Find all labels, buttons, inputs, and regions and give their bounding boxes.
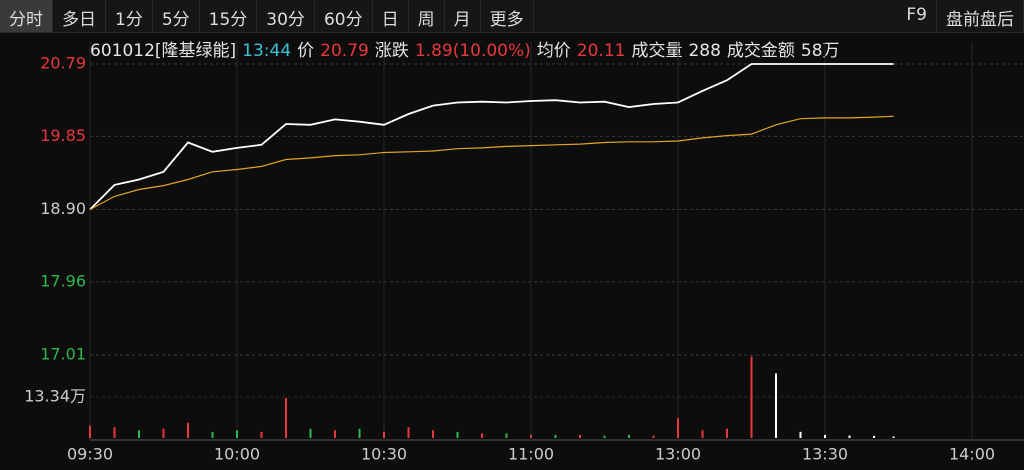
y-tick-label: 17.01 [40,345,86,364]
avg: 20.11 [576,41,626,61]
volume-bar [358,428,361,438]
y-tick-label: 19.85 [40,126,86,145]
label: 涨跌 [374,41,409,61]
volume-bar [285,398,287,438]
volume-bar [260,431,263,438]
quote-line: 601012[隆基绿能] 13:44 价 20.79 涨跌 1.89(10.00%) 均价 2… [90,36,846,61]
x-tick-label: 13:00 [655,445,701,464]
label: 均价 [536,41,571,61]
volume-bar [481,433,483,438]
volume-bar [892,436,895,438]
volume-bar [726,428,728,438]
volume-bar [432,430,434,438]
price-line [89,63,894,211]
tab[interactable]: 1分 [106,0,153,32]
volume-bar [211,431,214,438]
volume-bar [652,435,655,438]
tab[interactable]: 盘前盘后 [937,0,1024,32]
tab[interactable]: 周 [409,0,445,32]
toolbar: 分时 多日 1分 5分 15分 30分 60分日周月更多 F9 盘前盘后 [0,0,1024,33]
volume-bar [236,430,238,438]
volume-bar [89,425,91,438]
x-tick-label: 11:00 [508,445,554,464]
label: 价 [297,41,315,61]
volume-bar [628,434,630,438]
code: 601012[隆基绿能] [90,41,237,61]
volume-bar [456,431,459,438]
volume-bar [407,427,410,438]
volume-bar [554,434,557,438]
volume-bar [848,435,851,438]
spacer [534,0,898,32]
tab[interactable]: 多日 [53,0,106,32]
label: 成交量 [631,41,683,61]
x-tick-label: 10:30 [361,445,407,464]
tab[interactable]: 分时 [0,0,53,32]
x-tick-label: 09:30 [67,445,113,464]
change: 1.89(10.00%) [414,41,531,61]
volume-bar [677,418,679,438]
tab[interactable]: 30分 [257,0,315,32]
volume-bar [334,430,336,438]
volume-bar [775,373,777,438]
tab[interactable]: 月 [445,0,481,32]
volume-bar [138,430,140,438]
volume-bar [824,434,826,438]
y-tick-label: 13.34万 [24,386,86,405]
volume-bar [383,431,385,438]
y-tick-label: 17.96 [40,271,86,290]
price: 20.79 [320,41,369,61]
y-tick-label: 18.90 [40,199,86,218]
tab[interactable]: F9 [897,0,937,32]
volume-bar [579,434,581,438]
tab[interactable]: 更多 [481,0,534,32]
volume-bar [505,433,508,438]
x-tick-label: 14:00 [949,445,995,464]
volume-bar [701,430,704,438]
tab[interactable]: 60分 [315,0,373,32]
label: 成交金额 [726,41,795,61]
volume-bar [530,434,532,438]
tab[interactable]: 5分 [153,0,200,32]
volume-bar [799,431,802,438]
volume-bar [187,422,189,438]
x-tick-label: 10:00 [214,445,260,464]
price-line [89,115,894,211]
volume-bar [750,356,753,438]
x-tick-label: 13:30 [802,445,848,464]
volume-bar [162,428,165,438]
time: 13:44 [242,41,292,61]
volume-bar [113,427,116,438]
volume-bar [873,435,875,438]
tab[interactable]: 15分 [200,0,258,32]
amount: 58万 [800,41,840,61]
volume: 288 [688,41,721,61]
volume-bar [603,435,606,438]
volume-bar [309,428,312,438]
tab[interactable]: 日 [373,0,409,32]
y-tick-label: 20.79 [40,54,86,73]
